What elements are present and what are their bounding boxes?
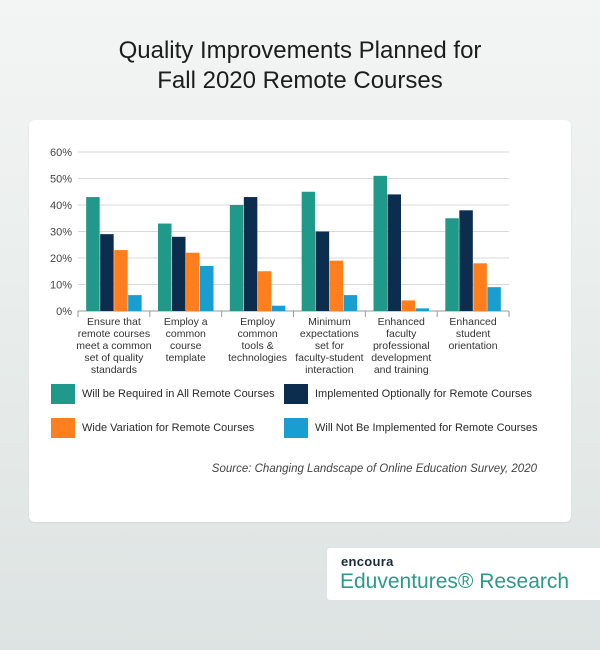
bar-4-2 [200,265,214,311]
category-label: Enhanced student orientation [431,316,515,352]
chart-title-line-1: Quality Improvements Planned for [118,37,482,64]
category-label-line: set for [314,340,344,352]
bar-3-3 [257,271,272,311]
legend-item-required: Will be Required in All Remote Courses [51,384,275,404]
category-label-line: development [371,352,432,364]
bar-4-6 [487,287,501,311]
legend-swatch-required [51,384,75,404]
brand-encoura: encoura [341,554,394,569]
bar-3-1 [114,250,128,311]
chart-card: 0% 10% 20% 30% 40% 50% 60% Ensure that remote c… [29,120,571,522]
legend-item-wide-variation: Wide Variation for Remote Courses [51,418,254,438]
category-label: Enhanced faculty professional development an… [359,316,443,376]
category-label-line: common [165,328,206,340]
category-label-line: remote courses [77,328,151,340]
chart-title: Quality Improvements Planned for Fall 20… [0,36,600,96]
legend-label-required: Will be Required in All Remote Courses [82,388,275,400]
category-label-line: tools & [241,340,274,352]
bar-4-3 [271,305,286,311]
category-label: Ensure that remote courses meet a common se… [72,316,156,376]
category-label-line: template [165,352,206,364]
y-tick-label: 60% [50,147,72,159]
category-label-line: set of quality [84,352,144,364]
category-label-line: Enhanced [377,316,425,328]
bar-2-1 [100,234,114,311]
legend-label-wide-variation: Wide Variation for Remote Courses [82,422,255,434]
bar-2-4 [315,231,330,311]
bar-2-3 [243,197,258,311]
bar-3-5 [401,300,415,311]
bar-1-5 [373,175,387,311]
y-tick-label: 20% [50,253,72,265]
legend-label-optional: Implemented Optionally for Remote Course… [315,388,533,400]
category-label-line: orientation [448,340,498,352]
bar-1-1 [86,197,100,311]
category-label: Employ a common course template [144,316,228,364]
bar-1-4 [301,191,316,311]
category-label-line: Employ a [163,316,208,328]
bar-4-5 [415,308,429,311]
bar-2-6 [459,210,473,311]
brand-logo: encoura Eduventures® Research [327,548,600,600]
bar-3-6 [473,263,487,311]
brand-eduventures: Eduventures® Research [340,570,570,593]
y-tick-label: 50% [50,174,72,186]
category-label-line: standards [90,364,137,376]
legend-item-not-implemented: Will Not Be Implemented for Remote Cours… [284,418,538,438]
y-tick-label: 40% [50,200,72,212]
category-label-line: technologies [228,352,288,364]
category-label-line: student [455,328,491,340]
legend-item-optional: Implemented Optionally for Remote Course… [284,384,532,404]
y-tick-label: 30% [50,227,72,239]
legend-swatch-wide-variation [51,418,75,438]
bar-3-2 [186,252,200,311]
bar-4-4 [343,295,358,311]
category-label-line: course [169,340,202,352]
category-label-line: Minimum [308,316,351,328]
chart-title-line-2: Fall 2020 Remote Courses [157,67,443,94]
bar-2-5 [387,194,401,311]
bar-chart: 0% 10% 20% 30% 40% 50% 60% [50,147,510,318]
bar-1-3 [229,205,244,311]
legend-label-not-implemented: Will Not Be Implemented for Remote Cours… [315,422,538,434]
category-label-line: Employ [240,316,276,328]
category-label: Minimum expectations set for faculty-studen… [287,316,371,376]
y-tick-label: 10% [50,280,72,292]
category-label-line: interaction [305,364,354,376]
category-label-line: expectations [299,328,359,340]
category-label: Employ common tools & technologies [216,316,300,364]
category-label-line: professional [372,340,430,352]
bar-4-1 [128,295,142,311]
legend-swatch-not-implemented [284,418,308,438]
category-label-line: and training [373,364,429,376]
category-label-line: common [237,328,278,340]
bar-2-2 [172,236,186,311]
y-tick-label: 0% [56,306,72,318]
legend-swatch-optional [284,384,308,404]
category-label-line: Ensure that [87,316,141,328]
category-label-line: meet a common [76,340,152,352]
bar-1-6 [445,218,459,311]
source-note: Source: Changing Landscape of Online Edu… [211,463,537,475]
bar-1-2 [158,223,172,311]
category-label-line: faculty [386,328,417,340]
category-label-line: Enhanced [449,316,497,328]
bar-3-4 [329,260,344,311]
category-label-line: faculty-student [295,352,364,364]
